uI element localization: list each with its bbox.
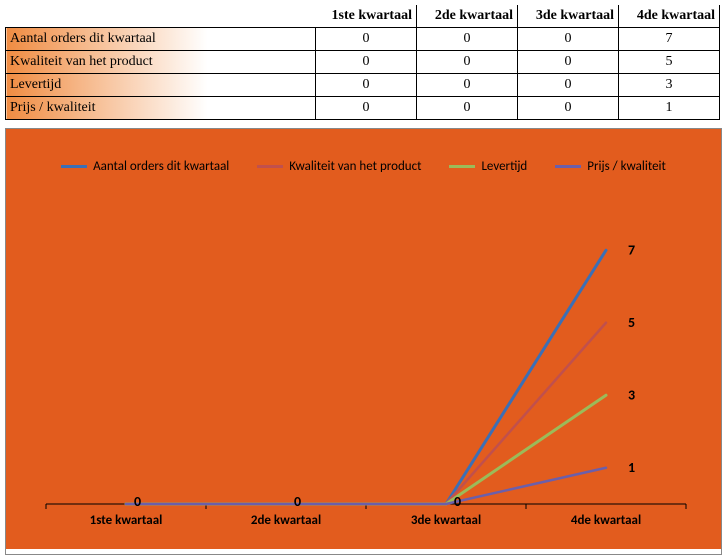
legend-label: Prijs / kwaliteit xyxy=(587,159,666,174)
col-header: 1ste kwartaal xyxy=(316,5,417,28)
cell-value: 0 xyxy=(518,74,619,97)
row-label: Prijs / kwaliteit xyxy=(6,97,316,120)
legend-label: Levertijd xyxy=(481,159,527,174)
legend-label: Aantal orders dit kwartaal xyxy=(93,159,229,174)
legend-label: Kwaliteit van het product xyxy=(289,159,421,174)
row-label: Levertijd xyxy=(6,74,316,97)
legend-swatch xyxy=(257,165,283,168)
header-empty xyxy=(6,5,316,28)
col-header: 3de kwartaal xyxy=(518,5,619,28)
point-label: 0 xyxy=(134,493,141,510)
point-label: 0 xyxy=(294,493,301,510)
chart-container: 0 0 0 7 5 3 1 1ste kwartaal 2de kwartaal 3de kwar… xyxy=(5,128,722,555)
col-header: 2de kwartaal xyxy=(417,5,518,28)
cell-value: 0 xyxy=(316,74,417,97)
cell-value: 0 xyxy=(518,97,619,120)
cell-value: 5 xyxy=(619,51,720,74)
cell-value: 0 xyxy=(316,28,417,51)
cell-value: 7 xyxy=(619,28,720,51)
row-label: Aantal orders dit kwartaal xyxy=(6,28,316,51)
cell-value: 0 xyxy=(417,28,518,51)
x-axis-label: 4de kwartaal xyxy=(571,513,641,528)
row-label: Kwaliteit van het product xyxy=(6,51,316,74)
line-chart: 0 0 0 7 5 3 1 1ste kwartaal 2de kwartaal 3de kwar… xyxy=(6,129,721,549)
cell-value: 3 xyxy=(619,74,720,97)
cell-value: 0 xyxy=(417,97,518,120)
point-label: 0 xyxy=(454,493,461,510)
data-table: 1ste kwartaal 2de kwartaal 3de kwartaal … xyxy=(5,5,720,120)
legend-item: Kwaliteit van het product xyxy=(257,159,421,174)
legend-item: Aantal orders dit kwartaal xyxy=(61,159,229,174)
point-label: 7 xyxy=(628,241,635,258)
cell-value: 1 xyxy=(619,97,720,120)
legend-item: Levertijd xyxy=(449,159,527,174)
cell-value: 0 xyxy=(417,74,518,97)
legend-swatch xyxy=(555,165,581,168)
legend-swatch xyxy=(61,165,87,168)
point-label: 1 xyxy=(628,459,635,476)
cell-value: 0 xyxy=(316,51,417,74)
point-label: 5 xyxy=(628,314,635,331)
legend-swatch xyxy=(449,165,475,168)
col-header: 4de kwartaal xyxy=(619,5,720,28)
cell-value: 0 xyxy=(417,51,518,74)
cell-value: 0 xyxy=(518,28,619,51)
x-axis-label: 3de kwartaal xyxy=(411,513,481,528)
legend-item: Prijs / kwaliteit xyxy=(555,159,666,174)
cell-value: 0 xyxy=(518,51,619,74)
cell-value: 0 xyxy=(316,97,417,120)
point-label: 3 xyxy=(628,386,635,403)
x-axis-label: 1ste kwartaal xyxy=(90,513,163,528)
x-axis-label: 2de kwartaal xyxy=(251,513,321,528)
